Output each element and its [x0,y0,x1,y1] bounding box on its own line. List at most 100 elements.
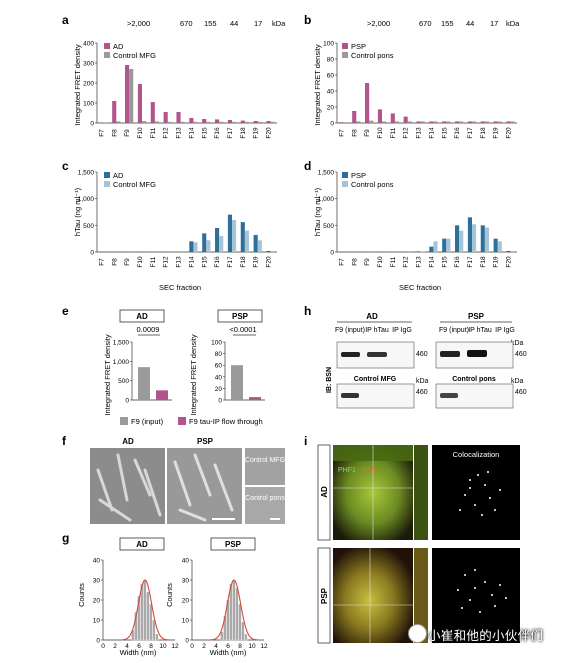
bar [116,121,121,123]
x-tick-label: F20 [506,256,513,268]
panel-e-psp-title: PSP [232,312,249,321]
bar [138,367,150,400]
x-tick-label: 6 [226,643,230,650]
y-tick-label: 0 [90,250,94,257]
bar [390,113,395,123]
legend-swatch [342,52,348,58]
y-tick-label: 0 [330,121,334,128]
chart-e-ad: 0 500 1,000 1,500 [113,340,172,405]
bar [253,121,258,123]
y-tick-label: 1,000 [78,196,95,203]
bar [156,390,168,400]
channel-label-bsn: BSN [362,467,376,474]
histogram-bar [229,583,233,641]
x-tick-label: F12 [163,127,170,139]
panel-i: AD PSP PHF1 BSN Colocalization [317,444,520,644]
bar [420,251,425,252]
mw-label: 460 [416,351,428,358]
x-axis-label-d: SEC fraction [399,283,441,292]
y-tick-label: 30 [182,578,190,585]
coloc-dots-psp [457,569,507,613]
x-tick-label: F17 [227,127,234,139]
x-tick-label: F8 [111,258,118,266]
bar [240,222,245,252]
y-tick-label: 0 [185,638,189,645]
bar [480,225,485,252]
x-tick-label: F13 [416,256,423,268]
x-tick-label: 2 [202,643,206,650]
control-label: Control pons [245,495,285,502]
coloc-dots-ad [459,471,501,516]
legend-entry: AD [113,42,124,51]
x-tick-label: 4 [125,643,129,650]
bar [189,241,194,252]
x-tick-label: F10 [137,127,144,139]
y-tick-label: 0 [90,121,94,128]
bar [257,240,262,252]
histogram-bar [220,631,224,641]
legend-entry: F9 tau-IP flow through [189,417,263,426]
y-tick-label: 100 [83,101,94,108]
x-tick-label: 4 [214,643,218,650]
bar [232,220,237,252]
marker-label: >2,000 [127,19,150,28]
kda-label: kDa [511,340,524,347]
y-tick-label: 200 [83,81,94,88]
histogram-bar [152,619,156,641]
y-tick-label: 40 [93,558,101,565]
bar [352,111,357,123]
blot-band [467,350,487,357]
kda-label: kDa [272,19,286,28]
x-tick-label: F17 [467,127,474,139]
marker-label: 155 [204,19,217,28]
watermark: 小崔和他的小伙伴们 [428,628,544,643]
bar [416,121,421,123]
blot-group-ad: AD [366,312,378,321]
x-tick-label: F7 [338,258,345,266]
marker-label: >2,000 [367,19,390,28]
x-tick-label: F19 [493,127,500,139]
x-tick-label: F8 [351,129,358,137]
histogram-bar [134,611,138,641]
panel-letter-i: i [304,434,307,448]
histogram-bar [140,583,144,641]
bar [446,121,451,123]
x-tick-label: F19 [253,127,260,139]
row-label-ad: AD [320,486,329,498]
bar [510,251,515,252]
bar [472,121,477,123]
p-value-ad: 0.0009 [137,325,160,334]
histogram-bar [238,603,242,641]
bar [459,230,464,252]
bar [420,121,425,123]
bar [193,121,198,123]
x-tick-label: F19 [253,256,260,268]
y-tick-label: 0 [96,638,100,645]
x-tick-label: F14 [188,127,195,139]
bar [497,241,502,252]
x-tick-label: F16 [454,256,461,268]
ib-label: IB: BSN [326,367,333,393]
hist-title-psp: PSP [225,540,242,549]
bar [206,121,211,123]
histogram-bar [149,603,153,641]
em-image-control-mfg [245,448,285,485]
bar [202,233,207,252]
bar [493,121,498,123]
em-title-ad: AD [122,437,134,446]
marker-label: 17 [254,19,262,28]
bar [343,122,348,123]
y-axis-label-g2: Counts [165,583,174,607]
bar [510,121,515,123]
bar [189,118,194,123]
x-tick-label: F17 [467,256,474,268]
x-tick-label: F16 [454,127,461,139]
x-tick-label: F13 [416,127,423,139]
x-tick-label: F7 [338,129,345,137]
legend-entry: Control pons [351,51,394,60]
legend-swatch [342,181,348,187]
panel-letter-e: e [62,304,69,318]
bar [176,112,181,123]
bar [227,120,232,123]
